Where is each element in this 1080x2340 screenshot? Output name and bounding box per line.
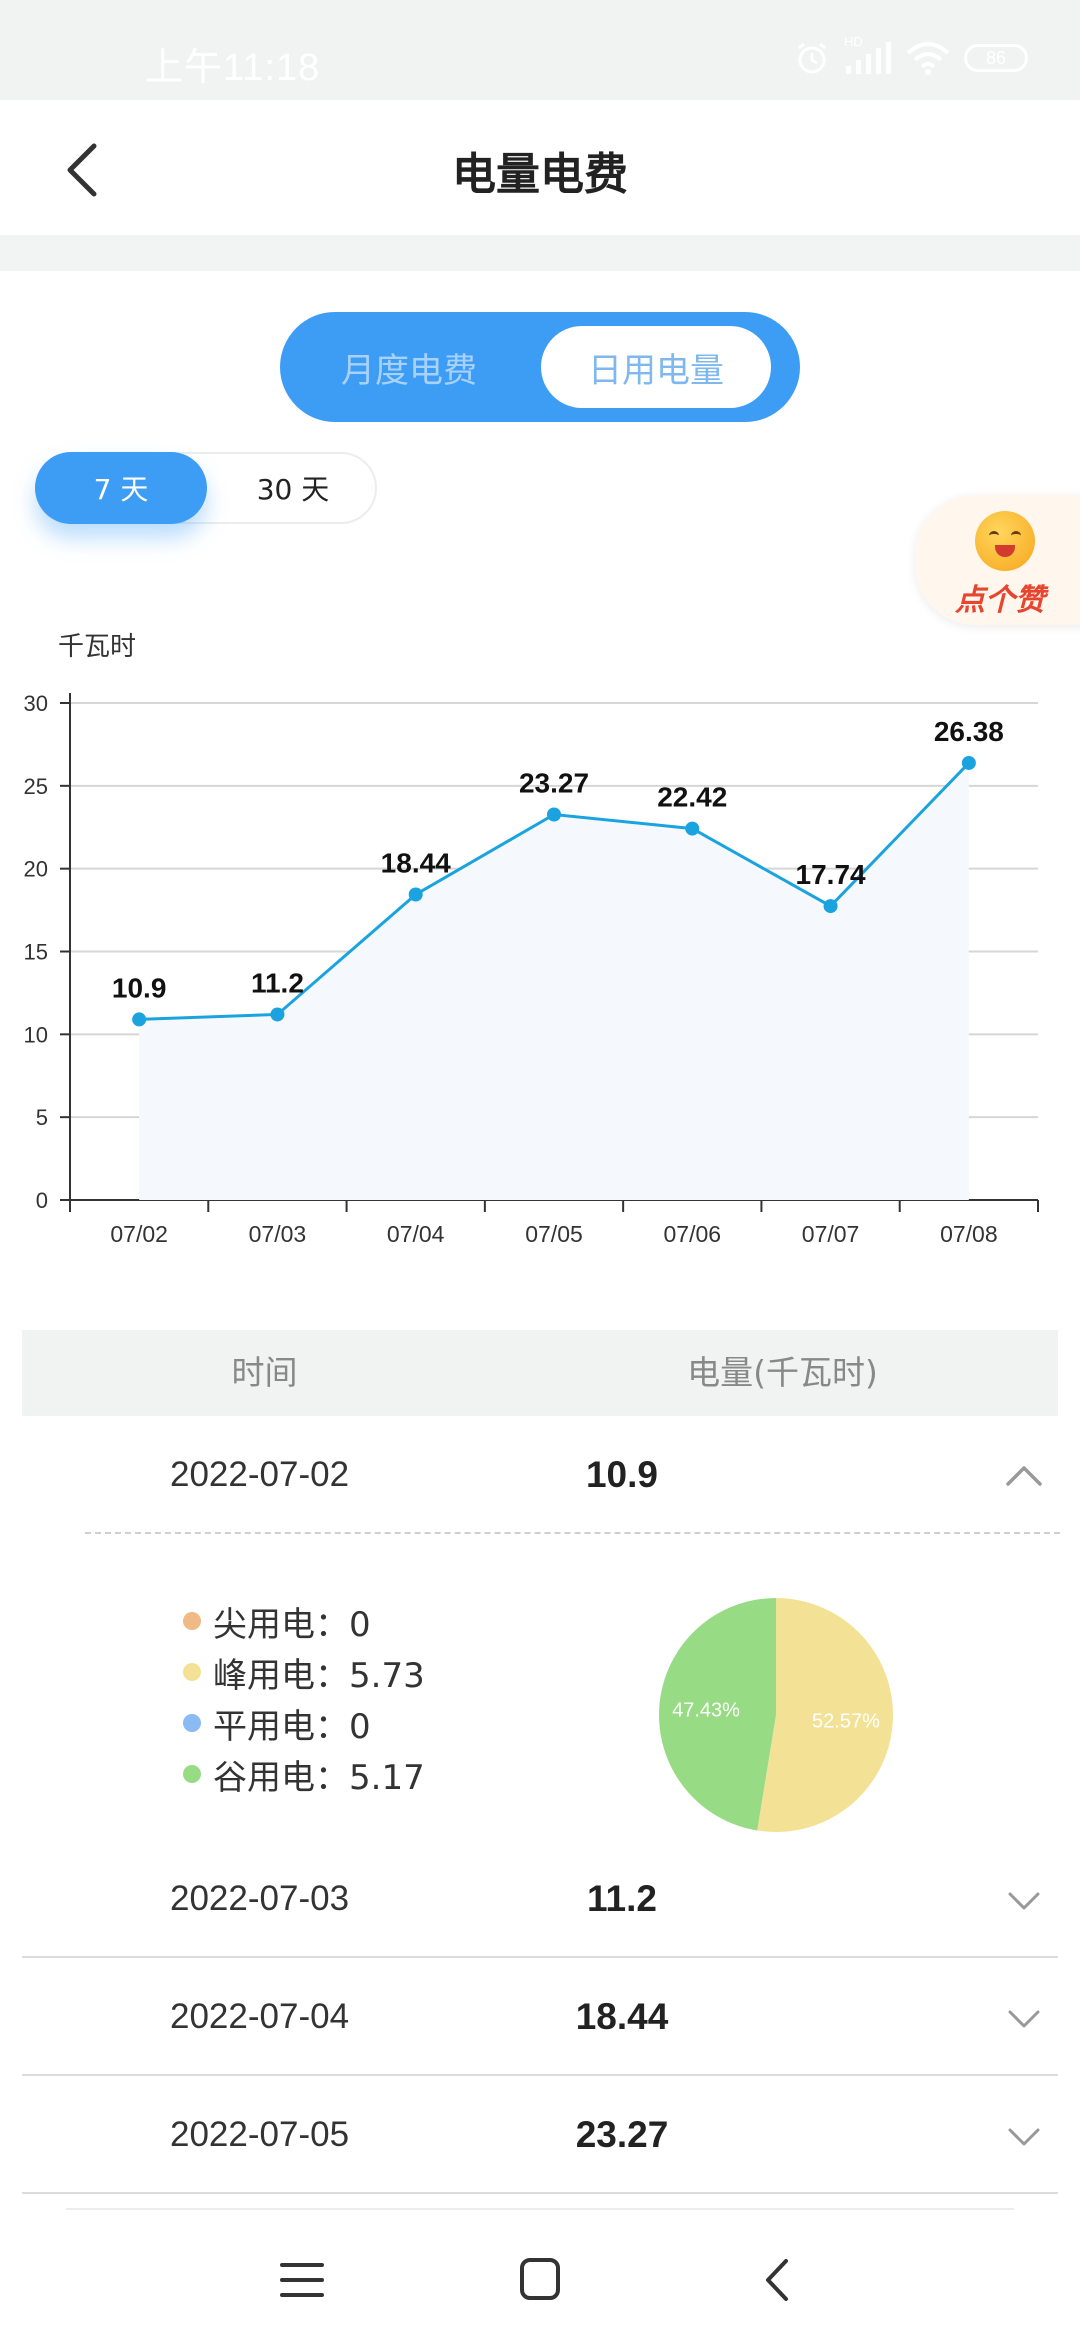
bottom-divider <box>66 2208 1014 2210</box>
data-point <box>270 1007 285 1022</box>
data-label: 26.38 <box>934 716 1004 747</box>
smile-emoji-icon <box>975 511 1035 571</box>
data-point <box>685 821 700 836</box>
x-tick-label: 07/02 <box>110 1221 168 1247</box>
row-value: 23.27 <box>575 2114 669 2155</box>
x-tick-label: 07/03 <box>249 1221 307 1247</box>
system-nav-bar <box>0 2210 1080 2340</box>
signal-icon: HD <box>844 34 892 76</box>
x-tick-label: 07/07 <box>802 1221 860 1247</box>
pie-slice <box>757 1598 893 1832</box>
data-label: 23.27 <box>519 767 589 798</box>
range-7-days-button[interactable]: 7 天 <box>35 452 207 524</box>
y-tick-label: 30 <box>24 691 48 716</box>
legend-item-valley: 谷用电：5.17 <box>183 1749 425 1799</box>
status-time: 上午11:18 <box>145 47 321 89</box>
chevron-up-icon[interactable] <box>1004 1456 1044 1496</box>
pie-slice-label: 47.43% <box>672 1699 740 1721</box>
data-label: 11.2 <box>251 967 304 998</box>
line-chart-svg: 千瓦时 0 5 10 15 20 25 30 07/02 07/03 07/04 07/05 07/06… <box>24 631 1039 1247</box>
battery-icon: 86 <box>964 44 1028 72</box>
chevron-down-icon[interactable] <box>1004 1998 1044 2038</box>
row-detail-panel: 尖用电：0 峰用电：5.73 平用电：0 谷用电：5.17 52.57% 47.4… <box>0 1533 1080 1853</box>
back-chevron-icon[interactable] <box>748 2255 808 2305</box>
x-tick-label: 07/08 <box>940 1221 998 1247</box>
row-value: 10.9 <box>585 1454 658 1495</box>
daily-usage-chart: 千瓦时 0 5 10 15 20 25 30 07/02 07/03 07/04 07/05 07/06… <box>0 620 1080 1270</box>
column-header-time: 时间 <box>231 1353 298 1392</box>
x-tick-label: 07/05 <box>525 1221 583 1247</box>
alarm-icon <box>798 42 826 74</box>
data-point <box>547 807 561 822</box>
series-area <box>139 762 969 1200</box>
pie-slice <box>658 1598 776 1831</box>
table-row[interactable]: 2022-07-03 11.2 <box>22 1840 1058 1958</box>
pie-slice-label: 52.57% <box>812 1711 880 1733</box>
y-tick-label: 0 <box>36 1188 48 1213</box>
y-tick-label: 25 <box>24 774 48 799</box>
legend-label: 尖用电：0 <box>213 1604 371 1645</box>
y-tick-label: 10 <box>24 1022 48 1047</box>
legend-label: 谷用电：5.17 <box>213 1757 425 1798</box>
table-row[interactable]: 2022-07-05 23.27 <box>22 2076 1058 2194</box>
y-tick-label: 5 <box>36 1105 48 1130</box>
chevron-down-icon[interactable] <box>1004 2116 1044 2156</box>
like-badge-label: 点个赞 <box>955 583 1045 618</box>
y-tick-label: 15 <box>24 940 48 965</box>
data-point <box>132 1012 147 1027</box>
legend-item-flat: 平用电：0 <box>183 1698 371 1748</box>
menu-icon[interactable] <box>272 2255 332 2305</box>
nav-bar: 电量电费 <box>0 100 1080 235</box>
tab-daily-usage[interactable]: 日用电量 <box>541 326 771 408</box>
x-tick-label: 07/06 <box>664 1221 722 1247</box>
chevron-down-icon[interactable] <box>1004 1880 1044 1920</box>
y-axis-label: 千瓦时 <box>58 631 136 661</box>
data-point <box>408 887 423 902</box>
x-tick-label: 07/04 <box>387 1221 445 1247</box>
data-point <box>961 755 976 770</box>
row-value: 11.2 <box>587 1878 657 1919</box>
row-divider-dashed <box>85 1532 1060 1534</box>
row-date: 2022-07-05 <box>170 2115 350 2154</box>
table-row[interactable]: 2022-07-04 18.44 <box>22 1958 1058 2076</box>
legend-dot <box>183 1714 201 1732</box>
page-title: 电量电费 <box>452 149 628 200</box>
legend-dot <box>183 1612 201 1630</box>
data-label: 18.44 <box>381 848 451 879</box>
row-date: 2022-07-03 <box>170 1879 350 1918</box>
chevron-left-icon[interactable] <box>58 140 108 200</box>
status-icons: HD 86 <box>794 34 1028 76</box>
legend-dot <box>183 1765 201 1783</box>
usage-pie-chart: 52.57% 47.43% <box>658 1598 893 1832</box>
column-header-kwh: 电量(千瓦时) <box>687 1353 878 1392</box>
data-label: 22.42 <box>657 782 727 813</box>
row-date: 2022-07-02 <box>170 1455 350 1494</box>
hd-label: HD <box>844 34 863 49</box>
status-bar: 上午11:18 HD 86 <box>0 0 1080 100</box>
data-label: 10.9 <box>112 972 167 1003</box>
section-divider <box>0 235 1080 271</box>
range-toggle: 7 天 30 天 <box>35 452 377 524</box>
data-point <box>823 899 838 914</box>
legend-label: 峰用电：5.73 <box>213 1655 425 1696</box>
like-badge[interactable]: 点个赞 <box>915 495 1080 625</box>
legend-dot <box>183 1663 201 1681</box>
data-label: 17.74 <box>796 859 866 890</box>
table-row[interactable]: 2022-07-02 10.9 <box>22 1416 1058 1534</box>
legend-item-peak: 峰用电：5.73 <box>183 1647 425 1697</box>
legend-item-sharp: 尖用电：0 <box>183 1596 371 1646</box>
legend-label: 平用电：0 <box>213 1706 371 1747</box>
tab-monthly-fee[interactable]: 月度电费 <box>341 350 477 391</box>
view-segment-control: 月度电费 日用电量 <box>280 312 800 422</box>
row-value: 18.44 <box>575 1996 669 2037</box>
row-date: 2022-07-04 <box>170 1997 350 2036</box>
home-square-icon[interactable] <box>510 2255 570 2305</box>
wifi-icon <box>906 42 950 75</box>
table-header: 时间 电量(千瓦时) <box>22 1330 1058 1416</box>
y-tick-label: 20 <box>24 857 48 882</box>
battery-level: 86 <box>985 47 1007 68</box>
range-30-days-button[interactable]: 30 天 <box>256 473 330 506</box>
